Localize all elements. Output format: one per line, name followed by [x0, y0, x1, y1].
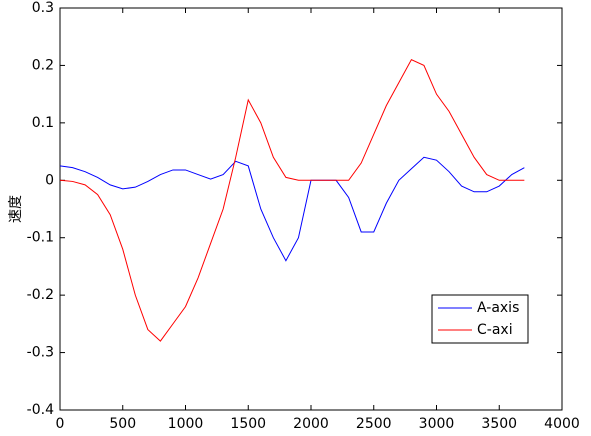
x-tick-label: 3500: [481, 416, 517, 432]
y-axis-label: 速度: [8, 195, 24, 223]
x-tick-label: 4000: [544, 416, 580, 432]
x-tick-label: 2500: [356, 416, 392, 432]
y-tick-label: 0: [45, 172, 54, 188]
y-tick-label: -0.3: [27, 345, 54, 361]
y-tick-label: -0.1: [27, 230, 54, 246]
x-tick-label: 1000: [168, 416, 204, 432]
data-line: [59, 156, 525, 262]
legend-box: [431, 294, 529, 344]
x-tick-label: 500: [109, 416, 136, 432]
x-tick-label: 3000: [419, 416, 455, 432]
legend-label: C-axi: [477, 322, 513, 338]
y-tick-label: -0.2: [27, 287, 54, 303]
y-tick-label: 0.3: [32, 0, 54, 16]
y-tick-label: 0.1: [32, 115, 54, 131]
y-tick-label: -0.4: [27, 402, 54, 418]
data-line: [59, 59, 525, 342]
x-tick-label: 0: [56, 416, 65, 432]
x-tick-label: 1500: [230, 416, 266, 432]
y-tick-label: 0.2: [32, 57, 54, 73]
x-tick-label: 2000: [293, 416, 329, 432]
legend-label: A-axis: [477, 300, 519, 316]
